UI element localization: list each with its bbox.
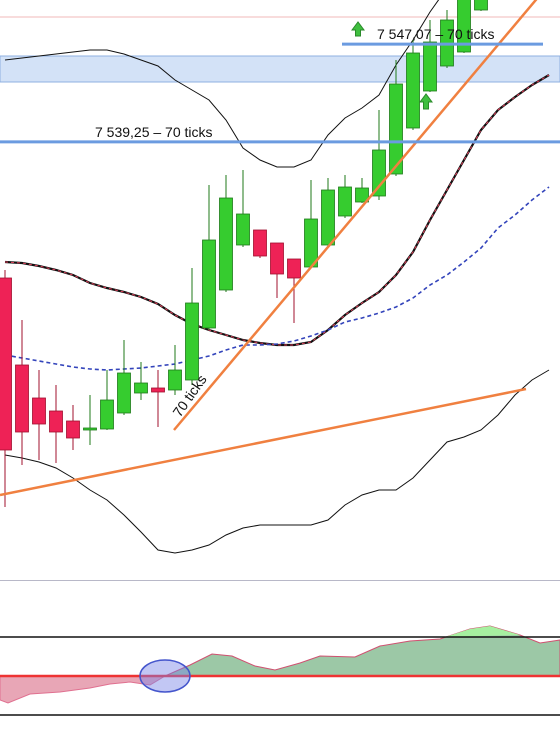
indicator-line xyxy=(4,369,550,554)
candle-body xyxy=(338,186,352,217)
candle-body xyxy=(83,427,97,431)
price-level-label: 7 539,25 – 70 ticks xyxy=(95,124,213,140)
oscillator-positive xyxy=(164,625,560,677)
candle-body xyxy=(321,189,335,246)
candle-body xyxy=(202,239,216,329)
candle-body xyxy=(304,218,318,268)
candle-body xyxy=(355,187,369,203)
price-level-label: 7 547,07 – 70 ticks xyxy=(377,26,495,42)
zone xyxy=(0,55,560,83)
arrow xyxy=(419,93,433,110)
candle-body xyxy=(0,277,12,451)
candle-body xyxy=(457,0,471,53)
candle-body xyxy=(15,364,29,433)
candle-body xyxy=(49,410,63,433)
indicator-line-overlay xyxy=(4,74,550,346)
candle-body xyxy=(219,197,233,291)
trend-line xyxy=(173,0,538,431)
oscillator-negative xyxy=(0,675,167,704)
arrow xyxy=(351,21,365,37)
candle-body xyxy=(389,83,403,175)
candle-body xyxy=(372,149,386,197)
candle-body xyxy=(168,369,182,391)
candle-body xyxy=(32,397,46,425)
candle-body xyxy=(134,382,148,394)
candle-body xyxy=(270,242,284,275)
candle-body xyxy=(287,258,301,279)
oscillator-peak xyxy=(445,626,520,637)
candle-body xyxy=(474,0,488,11)
highlight xyxy=(139,659,191,693)
trend-line xyxy=(0,387,527,497)
indicator-line xyxy=(4,186,550,371)
candle-body xyxy=(185,302,199,381)
candle-body xyxy=(66,420,80,439)
candle-body xyxy=(253,229,267,257)
plot-area xyxy=(0,0,550,554)
candle-body xyxy=(423,41,437,92)
oscillator-panel xyxy=(0,625,560,716)
indicator-line xyxy=(4,0,440,168)
candle-body xyxy=(100,399,114,430)
candle-body xyxy=(236,213,250,246)
candle-body xyxy=(117,372,131,414)
candle-body xyxy=(406,52,420,129)
candle-body xyxy=(151,387,165,393)
